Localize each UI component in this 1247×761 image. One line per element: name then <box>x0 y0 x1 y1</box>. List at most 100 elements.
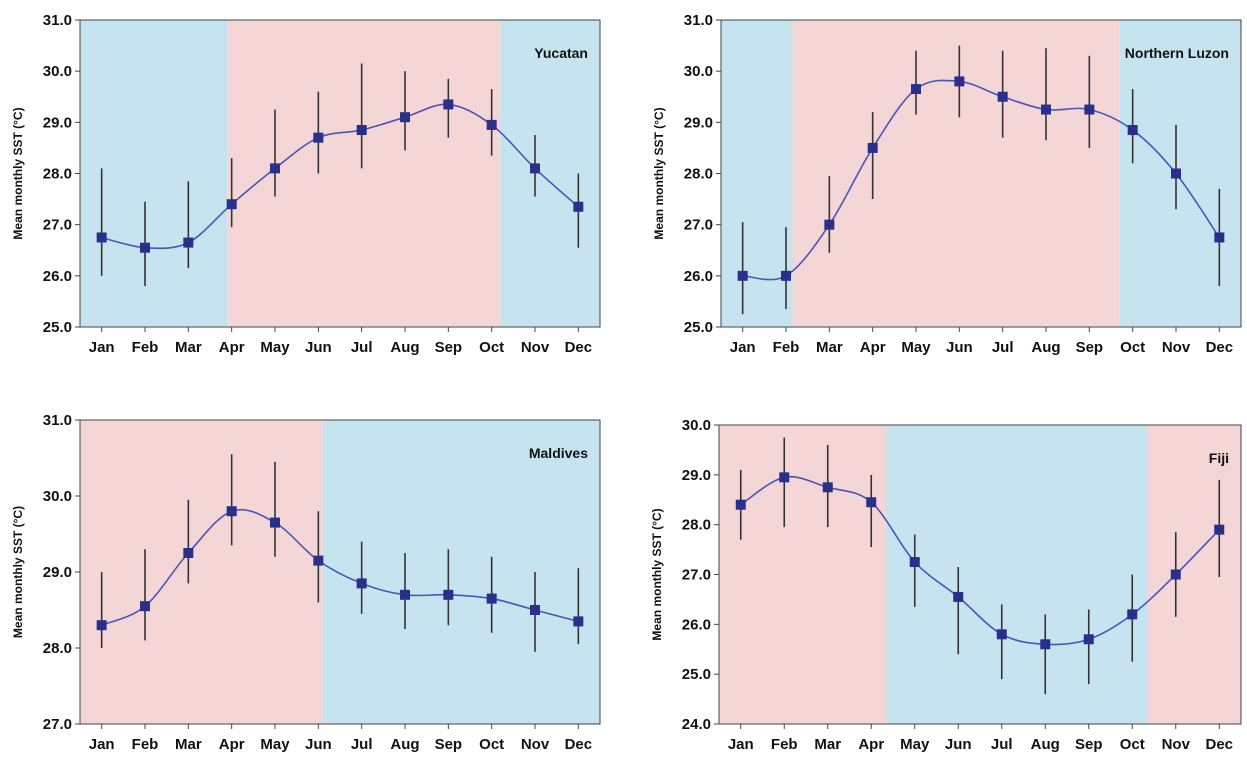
y-axis-label: Mean monthly SST (°C) <box>11 107 25 239</box>
y-tick-label: 31.0 <box>43 12 72 29</box>
data-point-marker <box>313 555 324 566</box>
x-tick-label: Jun <box>946 339 973 356</box>
x-tick-label: Oct <box>479 736 504 753</box>
x-tick-label: May <box>260 736 290 753</box>
x-tick-label: Oct <box>1120 339 1145 356</box>
x-tick-label: Aug <box>390 736 419 753</box>
y-tick-label: 25.0 <box>682 666 711 683</box>
y-tick-label: 25.0 <box>684 319 713 336</box>
y-tick-label: 24.0 <box>682 716 711 733</box>
x-tick-label: Mar <box>175 736 202 753</box>
x-tick-label: Jan <box>730 339 756 356</box>
data-point-marker <box>1040 639 1051 650</box>
y-tick-label: 30.0 <box>43 63 72 80</box>
warm-season-band <box>1147 425 1241 724</box>
warm-season-band <box>792 20 1120 327</box>
chart-panel-maldives: 27.0 28.0 29.0 30.0 31.0 Jan Feb Mar Apr May Jun Ju… <box>11 412 601 753</box>
data-point-marker <box>1041 104 1051 115</box>
data-point-marker <box>867 142 878 153</box>
y-tick-label: 29.0 <box>682 467 711 484</box>
x-tick-label: Apr <box>219 736 245 753</box>
cool-season-band <box>80 20 228 327</box>
data-point-marker <box>824 219 835 230</box>
x-tick-label: Sep <box>435 339 463 356</box>
chart-panel-fiji: 24.0 25.0 26.0 27.0 28.0 29.0 30.0 Jan Feb Mar Apr… <box>650 417 1242 753</box>
data-point-marker <box>530 163 540 174</box>
data-point-marker <box>781 270 791 281</box>
x-tick-label: Apr <box>858 736 884 753</box>
y-tick-label: 30.0 <box>43 488 72 505</box>
data-point-marker <box>822 482 833 493</box>
x-tick-label: Jan <box>728 736 754 753</box>
panel-title: Yucatan <box>534 45 588 61</box>
data-point-marker <box>486 593 497 604</box>
data-point-marker <box>1127 609 1138 620</box>
y-tick-label: 28.0 <box>43 640 72 657</box>
x-tick-label: Aug <box>390 339 419 356</box>
data-point-marker <box>270 517 280 528</box>
data-point-marker <box>573 201 584 212</box>
x-tick-label: Mar <box>814 736 841 753</box>
y-axis-label: Mean monthly SST (°C) <box>650 508 664 640</box>
x-tick-label: Sep <box>1076 339 1104 356</box>
x-tick-label: Jul <box>351 339 373 356</box>
x-tick-label: Dec <box>1205 736 1233 753</box>
y-tick-label: 28.0 <box>684 166 713 183</box>
data-point-marker <box>313 132 324 143</box>
data-point-marker <box>530 605 540 615</box>
data-point-marker <box>1084 104 1095 115</box>
x-tick-label: Oct <box>1120 736 1145 753</box>
data-point-marker <box>226 199 237 210</box>
x-tick-label: Aug <box>1031 339 1060 356</box>
warm-season-band <box>80 420 323 724</box>
x-tick-label: Dec <box>1206 339 1234 356</box>
data-point-marker <box>1083 634 1094 645</box>
y-tick-label: 27.0 <box>682 567 711 584</box>
y-tick-label: 28.0 <box>682 517 711 534</box>
data-point-marker <box>443 589 454 600</box>
y-tick-label: 25.0 <box>43 319 72 336</box>
data-point-marker <box>1214 524 1225 535</box>
x-tick-label: Jul <box>992 339 1014 356</box>
y-tick-label: 28.0 <box>43 166 72 183</box>
warm-season-band <box>719 425 887 724</box>
data-point-marker <box>1170 569 1181 580</box>
data-point-marker <box>997 91 1008 102</box>
cool-season-band <box>721 20 793 327</box>
x-tick-label: May <box>260 339 290 356</box>
data-point-marker <box>779 472 790 483</box>
data-point-marker <box>140 242 150 253</box>
x-tick-label: May <box>900 736 930 753</box>
y-tick-label: 26.0 <box>682 616 711 633</box>
y-tick-label: 29.0 <box>684 114 713 131</box>
x-tick-label: Jul <box>351 736 373 753</box>
data-point-marker <box>737 270 748 281</box>
data-point-marker <box>183 237 194 248</box>
data-point-marker <box>356 125 367 136</box>
x-tick-label: Dec <box>565 339 593 356</box>
data-point-marker <box>400 589 410 600</box>
data-point-marker <box>866 497 877 508</box>
x-tick-label: Mar <box>175 339 202 356</box>
data-point-marker <box>996 629 1007 640</box>
y-tick-label: 26.0 <box>43 268 72 285</box>
x-tick-label: Mar <box>816 339 843 356</box>
data-point-marker <box>911 84 921 95</box>
panel-title: Maldives <box>529 445 588 461</box>
cool-season-band <box>322 420 600 724</box>
data-point-marker <box>226 506 237 517</box>
x-tick-label: Oct <box>479 339 504 356</box>
data-point-marker <box>96 620 107 631</box>
data-point-marker <box>1171 168 1181 179</box>
x-tick-label: Feb <box>132 736 159 753</box>
panel-title: Northern Luzon <box>1125 45 1229 61</box>
y-tick-label: 27.0 <box>43 716 72 733</box>
y-tick-label: 31.0 <box>684 12 713 29</box>
x-tick-label: Jun <box>945 736 972 753</box>
data-point-marker <box>954 76 965 87</box>
y-tick-label: 26.0 <box>684 268 713 285</box>
y-tick-label: 30.0 <box>682 417 711 434</box>
x-tick-label: Jul <box>991 736 1013 753</box>
x-tick-label: May <box>901 339 931 356</box>
